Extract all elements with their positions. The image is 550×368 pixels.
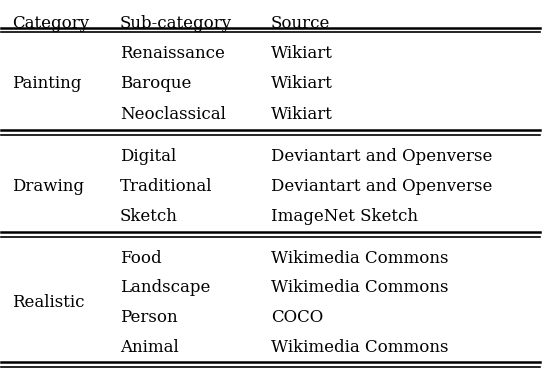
Text: Neoclassical: Neoclassical bbox=[120, 106, 226, 123]
Text: Baroque: Baroque bbox=[120, 75, 191, 92]
Text: Wikiart: Wikiart bbox=[271, 75, 333, 92]
Text: Sub-category: Sub-category bbox=[120, 15, 232, 32]
Text: Wikimedia Commons: Wikimedia Commons bbox=[271, 339, 448, 356]
Text: Deviantart and Openverse: Deviantart and Openverse bbox=[271, 178, 492, 195]
Text: Drawing: Drawing bbox=[12, 178, 84, 195]
Text: ImageNet Sketch: ImageNet Sketch bbox=[271, 209, 418, 226]
Text: Wikimedia Commons: Wikimedia Commons bbox=[271, 279, 448, 296]
Text: Person: Person bbox=[120, 309, 178, 326]
Text: Renaissance: Renaissance bbox=[120, 45, 225, 62]
Text: Source: Source bbox=[271, 15, 330, 32]
Text: COCO: COCO bbox=[271, 309, 323, 326]
Text: Wikiart: Wikiart bbox=[271, 106, 333, 123]
Text: Deviantart and Openverse: Deviantart and Openverse bbox=[271, 148, 492, 164]
Text: Digital: Digital bbox=[120, 148, 176, 164]
Text: Painting: Painting bbox=[12, 75, 81, 92]
Text: Realistic: Realistic bbox=[12, 294, 85, 311]
Text: Sketch: Sketch bbox=[120, 209, 178, 226]
Text: Category: Category bbox=[12, 15, 89, 32]
Text: Animal: Animal bbox=[120, 339, 179, 356]
Text: Wikiart: Wikiart bbox=[271, 45, 333, 62]
Text: Food: Food bbox=[120, 250, 162, 266]
Text: Landscape: Landscape bbox=[120, 279, 210, 296]
Text: Wikimedia Commons: Wikimedia Commons bbox=[271, 250, 448, 266]
Text: Traditional: Traditional bbox=[120, 178, 212, 195]
